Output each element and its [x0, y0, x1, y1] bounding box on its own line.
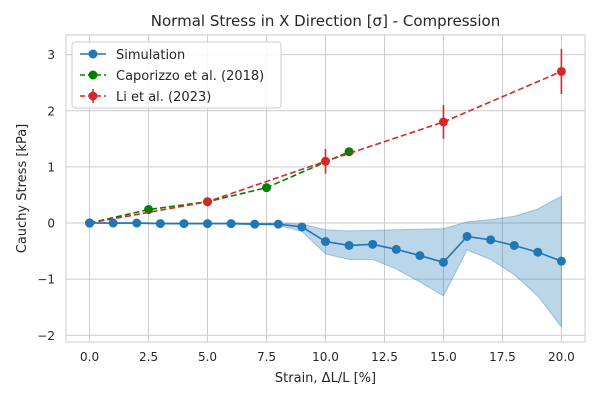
y-tick-label: 3 — [47, 48, 55, 62]
x-tick-label: 17.5 — [489, 350, 516, 364]
x-tick-label: 2.5 — [139, 350, 158, 364]
data-point — [273, 219, 283, 229]
y-tick-labels: −2 −1 0 1 2 3 — [37, 48, 55, 343]
legend-marker-caporizzo — [88, 70, 98, 80]
legend-marker-simulation — [88, 49, 98, 59]
x-tick-label: 12.5 — [371, 350, 398, 364]
data-point — [321, 237, 330, 247]
data-point — [462, 231, 472, 241]
x-tick-label: 7.5 — [257, 350, 276, 364]
series-group — [85, 49, 566, 267]
x-tick-label: 5.0 — [198, 350, 217, 364]
x-tick-label: 10.0 — [312, 350, 339, 364]
data-point — [509, 240, 519, 250]
data-point — [533, 247, 543, 257]
data-point — [155, 219, 165, 229]
legend: Simulation Caporizzo et al. (2018) Li et… — [71, 41, 282, 109]
data-point — [297, 222, 307, 232]
legend-marker-li — [88, 91, 98, 101]
data-point — [203, 197, 213, 207]
x-tick-label: 0.0 — [80, 350, 99, 364]
data-point — [556, 256, 566, 266]
data-point — [108, 218, 118, 228]
series-0 — [85, 218, 566, 267]
x-tick-labels: 0.0 2.5 5.0 7.5 10.0 12.5 15.0 17.5 20.0 — [80, 350, 575, 364]
y-tick-label: −2 — [37, 329, 55, 343]
legend-label-li: Li et al. (2023) — [116, 90, 211, 105]
y-tick-label: 1 — [47, 160, 55, 174]
x-tick-label: 20.0 — [548, 350, 575, 364]
y-tick-label: −1 — [37, 273, 55, 287]
data-point — [85, 218, 95, 228]
data-point — [556, 66, 566, 76]
data-point — [250, 219, 260, 229]
data-point — [179, 219, 189, 229]
data-point — [344, 240, 354, 250]
data-point — [203, 219, 213, 229]
x-tick-label: 15.0 — [430, 350, 457, 364]
data-point — [391, 244, 401, 254]
y-tick-label: 0 — [47, 217, 55, 231]
data-point — [368, 239, 378, 249]
data-point — [132, 218, 142, 228]
data-point — [321, 156, 330, 166]
y-axis-label: Cauchy Stress [kPa] — [15, 124, 30, 253]
data-point — [438, 117, 448, 127]
y-tick-label: 2 — [47, 104, 55, 118]
x-axis-label: Strain, ΔL/L [%] — [275, 371, 376, 386]
plot-frame — [65, 34, 586, 343]
chart-title: Normal Stress in X Direction [σ] - Compr… — [151, 12, 500, 30]
data-point — [438, 257, 448, 267]
data-point — [344, 147, 354, 157]
data-point — [486, 235, 496, 245]
legend-label-caporizzo: Caporizzo et al. (2018) — [116, 69, 264, 84]
data-point — [144, 205, 154, 215]
data-point — [415, 251, 425, 261]
data-point — [226, 219, 236, 229]
legend-label-simulation: Simulation — [116, 48, 185, 63]
legend-frame — [71, 41, 282, 109]
data-point — [262, 183, 272, 193]
